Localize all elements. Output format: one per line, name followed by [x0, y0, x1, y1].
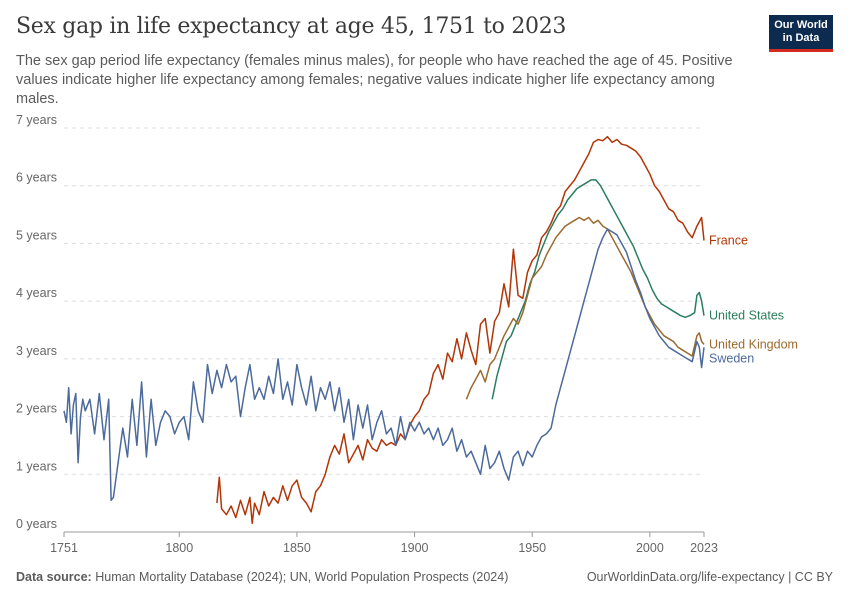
footer-link[interactable]: OurWorldinData.org/life-expectancy | CC … — [586, 570, 833, 584]
source-text[interactable]: Human Mortality Database (2024); UN, Wor… — [95, 570, 509, 584]
x-tick-label: 1850 — [283, 541, 311, 555]
x-tick-label: 1950 — [518, 541, 546, 555]
logo-line-1: Our World — [774, 19, 828, 31]
series-line-united-kingdom[interactable] — [465, 216, 705, 400]
x-tick-label: 1751 — [50, 541, 78, 555]
y-tick-label: 5 years — [16, 228, 57, 242]
y-tick-label: 0 years — [16, 517, 57, 531]
y-tick-label: 3 years — [16, 344, 57, 358]
series-line-sweden[interactable] — [63, 228, 705, 502]
x-tick-label: 1900 — [401, 541, 429, 555]
series — [63, 135, 705, 525]
y-tick-label: 7 years — [16, 113, 57, 127]
x-tick-label: 2000 — [636, 541, 664, 555]
chart-title: Sex gap in life expectancy at age 45, 17… — [16, 14, 567, 39]
grid — [64, 127, 704, 533]
logo-line-2: in Data — [782, 32, 820, 44]
x-tick-label: 2023 — [690, 541, 718, 555]
chart-subtitle: The sex gap period life expectancy (fema… — [16, 53, 733, 107]
series-line-france[interactable] — [216, 135, 705, 525]
source-label: Data source: — [16, 570, 92, 584]
series-label-united-states[interactable]: United States — [709, 309, 784, 323]
line-chart: 0 years 1 years 2 years 3 years 4 years 5 yea… — [16, 113, 798, 555]
x-tick-label: 1800 — [165, 541, 193, 555]
series-label-sweden[interactable]: Sweden — [709, 351, 754, 365]
y-tick-label: 2 years — [16, 402, 57, 416]
axes: 0 years 1 years 2 years 3 years 4 years 5 yea… — [16, 113, 718, 555]
owid-logo[interactable]: Our World in Data — [769, 15, 833, 52]
y-tick-label: 6 years — [16, 171, 57, 185]
y-tick-label: 4 years — [16, 286, 57, 300]
y-tick-label: 1 years — [16, 459, 57, 473]
series-label-united-kingdom[interactable]: United Kingdom — [709, 337, 798, 351]
series-label-france[interactable]: France — [709, 234, 748, 248]
footer-source: Data source: Human Mortality Database (2… — [16, 570, 508, 584]
